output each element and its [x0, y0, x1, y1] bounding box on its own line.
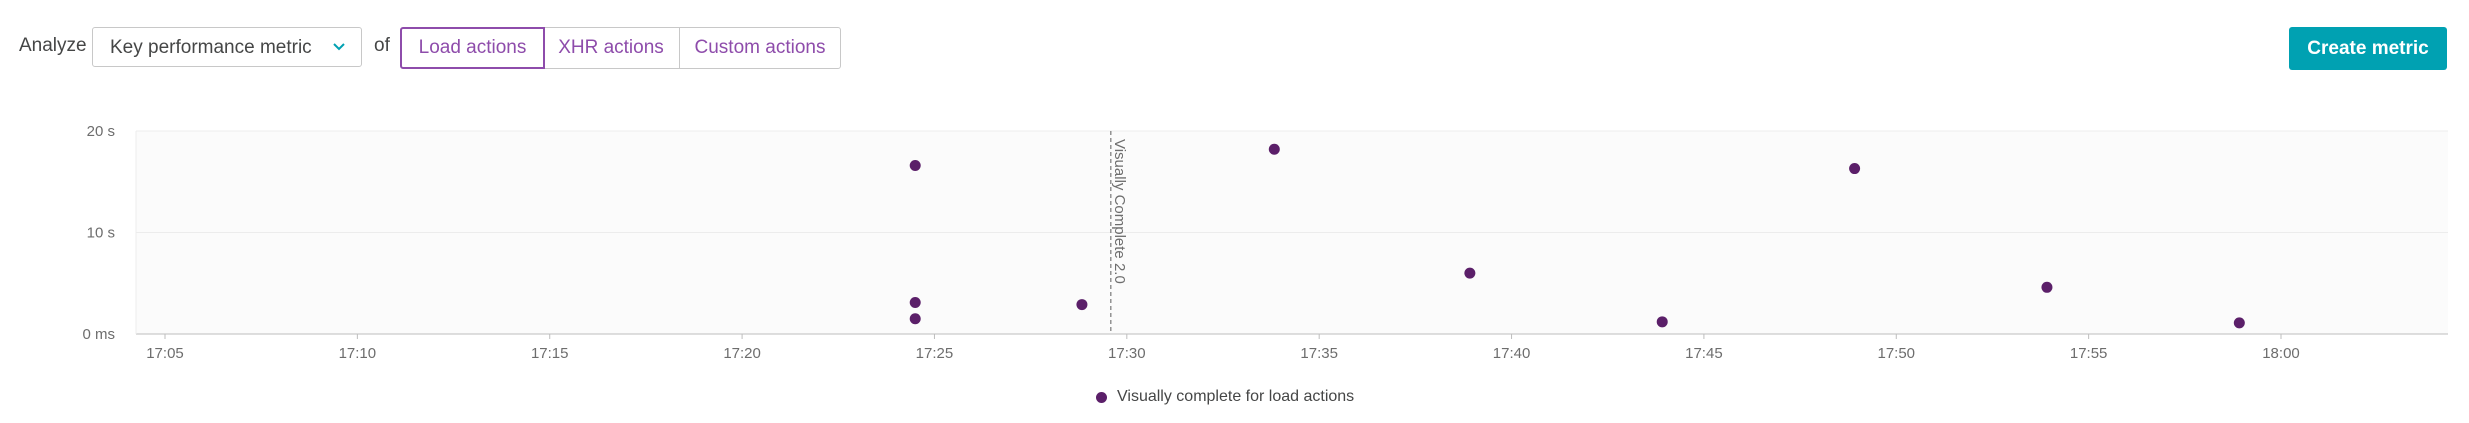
- data-point: [1849, 163, 1861, 175]
- annotation-label: Visually Complete 2.0: [1111, 139, 1128, 284]
- y-tick-label: 20 s: [87, 123, 115, 140]
- x-tick-label: 17:20: [723, 345, 761, 362]
- x-tick-label: 17:30: [1108, 345, 1146, 362]
- x-tick-label: 17:45: [1685, 345, 1723, 362]
- legend-marker: [1096, 391, 1107, 403]
- y-tick-label: 10 s: [87, 225, 115, 242]
- data-point: [1076, 299, 1088, 311]
- chart-legend: Visually complete for load actions: [1096, 388, 1354, 406]
- data-point: [2233, 317, 2245, 329]
- x-tick-label: 17:35: [1300, 345, 1338, 362]
- data-points: [909, 143, 2245, 329]
- x-axis: 17:05 17:10 17:15 17:20 17:25 17:30 17:35 17:40…: [146, 334, 2300, 362]
- y-tick-label: 0 ms: [82, 326, 115, 343]
- annotation-layer: Visually Complete 2.0: [1110, 131, 1128, 334]
- tab-load-actions[interactable]: Load actions: [400, 27, 545, 69]
- x-tick-label: 17:10: [339, 345, 377, 362]
- data-point: [1656, 316, 1668, 328]
- data-point: [2041, 281, 2053, 293]
- x-tick-label: 17:05: [146, 345, 184, 362]
- x-tick-label: 17:15: [531, 345, 569, 362]
- analysis-toolbar: Analyze Key performance metric of Load a…: [0, 0, 2469, 96]
- metric-select[interactable]: Key performance metric: [92, 27, 362, 67]
- x-tick-label: 17:40: [1493, 345, 1531, 362]
- chevron-down-icon: [333, 43, 345, 51]
- create-metric-button[interactable]: Create metric: [2289, 27, 2447, 70]
- legend-label: Visually complete for load actions: [1117, 388, 1355, 405]
- x-tick-label: 17:55: [2070, 345, 2108, 362]
- x-tick-label: 17:25: [916, 345, 954, 362]
- data-point: [909, 160, 921, 172]
- data-point: [1464, 267, 1476, 279]
- data-point: [909, 297, 921, 309]
- tab-custom-actions[interactable]: Custom actions: [679, 27, 841, 69]
- y-axis-ticks: 0 ms 10 s 20 s: [82, 123, 115, 343]
- grid-lines: [135, 130, 2448, 335]
- analyze-label: Analyze: [19, 35, 87, 56]
- x-tick-label: 18:00: [2262, 345, 2300, 362]
- data-point: [909, 313, 921, 325]
- x-tick-label: 17:50: [1877, 345, 1915, 362]
- tab-xhr-actions[interactable]: XHR actions: [543, 27, 680, 69]
- of-label: of: [374, 35, 390, 56]
- data-point: [1268, 143, 1280, 155]
- metric-select-value: Key performance metric: [110, 37, 312, 58]
